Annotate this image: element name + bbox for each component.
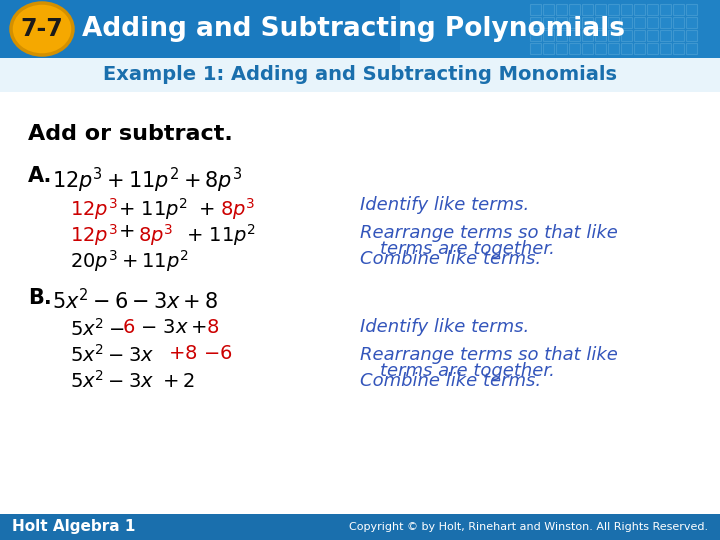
Bar bbox=[530, 4, 541, 15]
Bar bbox=[660, 30, 671, 41]
Bar bbox=[647, 43, 658, 54]
Text: Identify like terms.: Identify like terms. bbox=[360, 196, 529, 214]
Bar bbox=[0, 0, 720, 58]
Text: B.: B. bbox=[28, 288, 52, 308]
Text: $- \ 3x$: $- \ 3x$ bbox=[140, 318, 189, 337]
Bar bbox=[686, 4, 697, 15]
Bar bbox=[556, 4, 567, 15]
Bar bbox=[543, 17, 554, 28]
Bar bbox=[686, 17, 697, 28]
Bar bbox=[673, 4, 684, 15]
Text: $+ \ 11p^2$: $+ \ 11p^2$ bbox=[186, 222, 256, 248]
Text: Combine like terms.: Combine like terms. bbox=[360, 250, 541, 268]
Bar bbox=[530, 30, 541, 41]
Bar bbox=[595, 43, 606, 54]
Text: Copyright © by Holt, Rinehart and Winston. All Rights Reserved.: Copyright © by Holt, Rinehart and Winsto… bbox=[349, 522, 708, 532]
Bar bbox=[595, 30, 606, 41]
Bar bbox=[647, 4, 658, 15]
Text: $12p^3 + 11p^2 + 8p^3$: $12p^3 + 11p^2 + 8p^3$ bbox=[52, 166, 242, 195]
Bar bbox=[634, 4, 645, 15]
Bar bbox=[634, 30, 645, 41]
Text: $8$: $8$ bbox=[206, 318, 219, 337]
Text: $20p^3 + 11p^2$: $20p^3 + 11p^2$ bbox=[70, 248, 189, 274]
Bar bbox=[686, 43, 697, 54]
Bar bbox=[634, 43, 645, 54]
Bar bbox=[673, 30, 684, 41]
Bar bbox=[660, 17, 671, 28]
Text: Combine like terms.: Combine like terms. bbox=[360, 372, 541, 390]
Bar bbox=[660, 4, 671, 15]
Bar bbox=[621, 17, 632, 28]
Bar bbox=[556, 43, 567, 54]
Bar bbox=[582, 30, 593, 41]
Text: $+$: $+$ bbox=[118, 222, 135, 241]
Bar bbox=[0, 56, 720, 92]
Bar bbox=[595, 4, 606, 15]
Text: $8p^3$: $8p^3$ bbox=[220, 196, 255, 222]
Text: $5x^2 - 3x \ + 2$: $5x^2 - 3x \ + 2$ bbox=[70, 370, 194, 392]
Text: $12p^3$: $12p^3$ bbox=[70, 222, 117, 248]
Text: 7-7: 7-7 bbox=[21, 17, 63, 41]
Bar bbox=[582, 43, 593, 54]
Bar bbox=[569, 43, 580, 54]
Text: Identify like terms.: Identify like terms. bbox=[360, 318, 529, 336]
Bar bbox=[608, 30, 619, 41]
Bar bbox=[608, 4, 619, 15]
Text: $12p^3$: $12p^3$ bbox=[70, 196, 117, 222]
Text: terms are together.: terms are together. bbox=[380, 362, 555, 380]
Bar bbox=[621, 43, 632, 54]
Text: $+ \ 11p^2 \ +$: $+ \ 11p^2 \ +$ bbox=[118, 196, 215, 222]
Bar bbox=[569, 17, 580, 28]
Text: $+$: $+$ bbox=[190, 318, 207, 337]
Bar bbox=[400, 0, 720, 58]
Bar bbox=[595, 17, 606, 28]
Bar bbox=[673, 43, 684, 54]
Text: $8p^3$: $8p^3$ bbox=[138, 222, 174, 248]
Bar bbox=[556, 30, 567, 41]
Text: Add or subtract.: Add or subtract. bbox=[28, 124, 233, 144]
Bar bbox=[608, 43, 619, 54]
Bar bbox=[660, 43, 671, 54]
Bar bbox=[634, 17, 645, 28]
Text: Example 1: Adding and Subtracting Monomials: Example 1: Adding and Subtracting Monomi… bbox=[103, 64, 617, 84]
Bar bbox=[530, 17, 541, 28]
Bar bbox=[582, 4, 593, 15]
Bar bbox=[543, 4, 554, 15]
Bar bbox=[556, 17, 567, 28]
Text: terms are together.: terms are together. bbox=[380, 240, 555, 258]
Text: Rearrange terms so that like: Rearrange terms so that like bbox=[360, 346, 618, 364]
Text: Holt Algebra 1: Holt Algebra 1 bbox=[12, 519, 135, 535]
Bar bbox=[582, 17, 593, 28]
Bar bbox=[647, 17, 658, 28]
Text: A.: A. bbox=[28, 166, 53, 186]
Bar bbox=[569, 30, 580, 41]
Ellipse shape bbox=[11, 3, 73, 55]
Bar bbox=[686, 30, 697, 41]
Bar bbox=[621, 4, 632, 15]
Text: Adding and Subtracting Polynomials: Adding and Subtracting Polynomials bbox=[82, 16, 625, 42]
Bar bbox=[0, 514, 720, 540]
Text: $-6$: $-6$ bbox=[203, 344, 233, 363]
Text: $5x^2$: $5x^2$ bbox=[70, 318, 104, 340]
Bar bbox=[647, 30, 658, 41]
Bar bbox=[530, 43, 541, 54]
Text: $5x^2 - 6 - 3x + 8$: $5x^2 - 6 - 3x + 8$ bbox=[52, 288, 218, 313]
Bar bbox=[608, 17, 619, 28]
Bar bbox=[569, 4, 580, 15]
Text: Rearrange terms so that like: Rearrange terms so that like bbox=[360, 224, 618, 242]
Text: $5x^2 - 3x$: $5x^2 - 3x$ bbox=[70, 344, 154, 366]
Text: $6$: $6$ bbox=[122, 318, 135, 337]
Text: $-$: $-$ bbox=[108, 318, 125, 337]
Bar bbox=[543, 30, 554, 41]
Bar bbox=[543, 43, 554, 54]
Text: $+8$: $+8$ bbox=[168, 344, 197, 363]
Bar bbox=[673, 17, 684, 28]
Bar bbox=[621, 30, 632, 41]
